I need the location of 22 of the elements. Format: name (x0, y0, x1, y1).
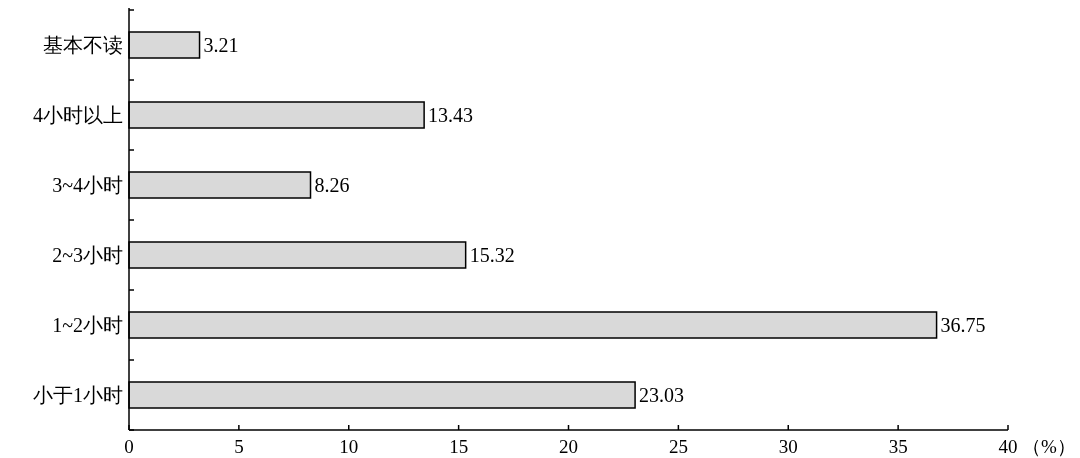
x-tick-label: 25 (668, 436, 688, 457)
data-label: 3.21 (203, 34, 239, 56)
x-tick-label: 30 (778, 436, 798, 457)
data-label: 23.03 (639, 384, 685, 406)
y-tick-label: 1~2小时 (52, 314, 123, 336)
data-label: 15.32 (469, 244, 515, 266)
x-tick-label: 0 (124, 436, 134, 457)
x-tick-label: 40 (998, 436, 1018, 457)
x-tick-label: 35 (888, 436, 908, 457)
x-axis-title: （%） (1022, 436, 1076, 457)
x-tick-label: 10 (339, 436, 359, 457)
y-tick-label: 3~4小时 (52, 174, 123, 196)
y-tick-label: 小于1小时 (33, 384, 123, 406)
y-tick-label: 4小时以上 (33, 104, 123, 126)
data-label: 13.43 (428, 104, 474, 126)
x-tick-label: 15 (449, 436, 469, 457)
data-label: 8.26 (314, 174, 350, 196)
data-label: 36.75 (940, 314, 986, 336)
y-tick-label: 基本不读 (43, 34, 123, 56)
x-tick-label: 5 (234, 436, 244, 457)
x-tick-label: 20 (559, 436, 578, 457)
y-tick-label: 2~3小时 (52, 244, 123, 266)
